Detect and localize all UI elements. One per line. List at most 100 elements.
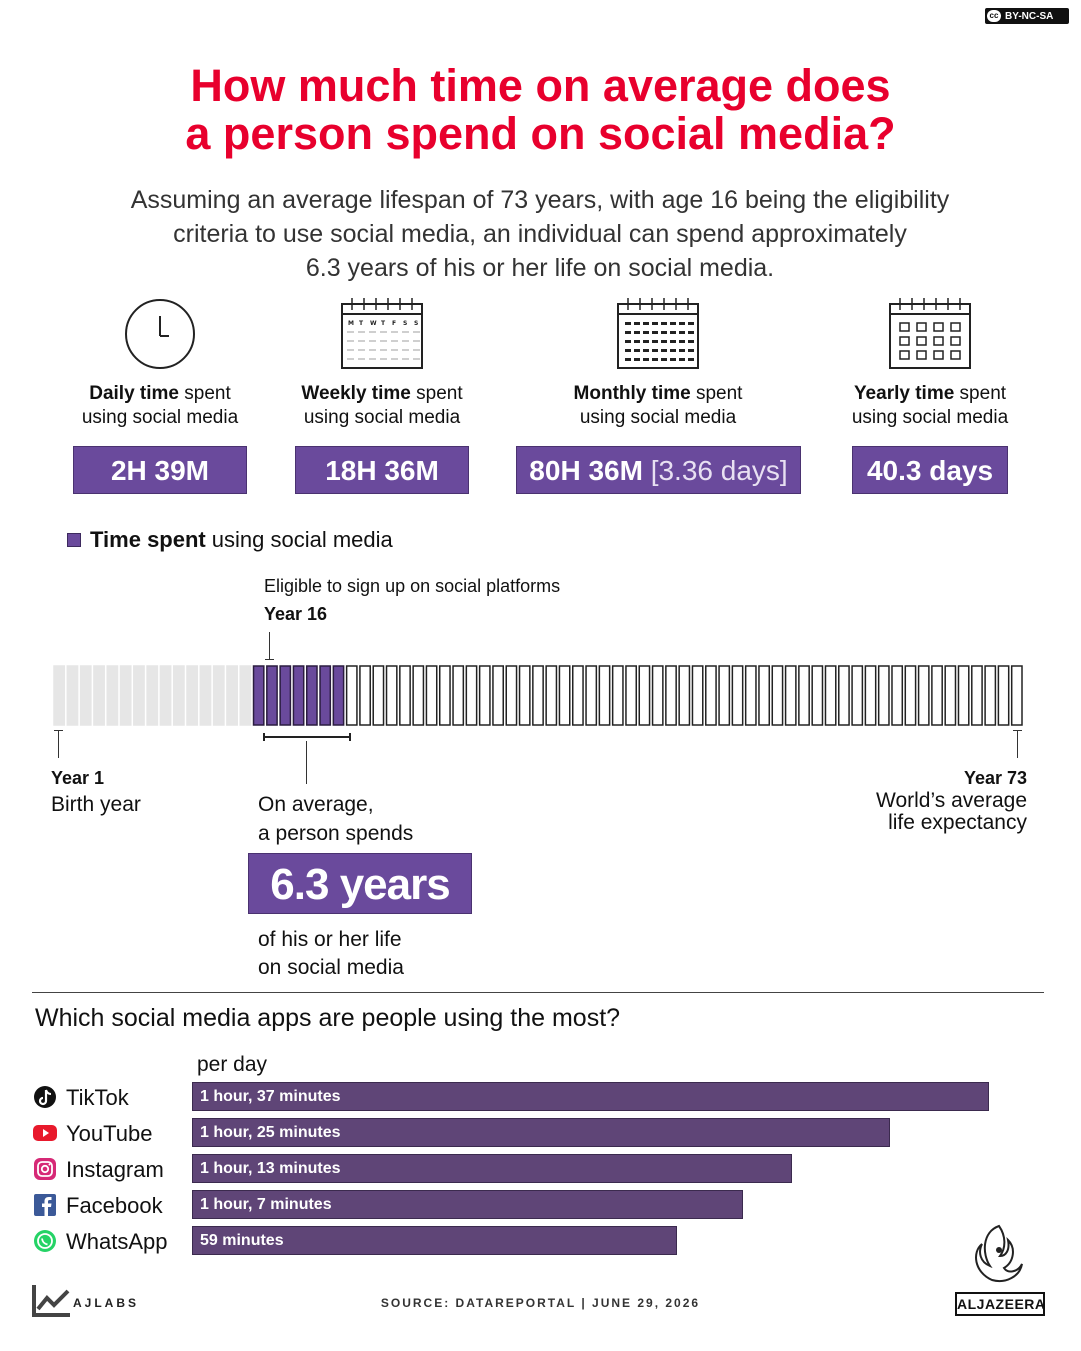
calendar-month-box — [933, 336, 944, 346]
stat-monthly-value: 80H 36M [3.36 days] — [516, 446, 801, 494]
year-block — [199, 665, 212, 726]
calendar-binding-rings — [351, 298, 413, 310]
calendar-binding-rings — [627, 298, 689, 310]
year-block — [505, 665, 518, 726]
calendar-day-mark — [347, 358, 354, 360]
year-block — [572, 665, 584, 726]
calendar-day-mark — [670, 322, 676, 325]
stat-yearly: Yearly time spent using social media — [840, 296, 1020, 430]
app-usage-bar — [192, 1190, 743, 1219]
subtitle-line-2: criteria to use social media, an individ… — [173, 220, 907, 248]
weekday-letter: T — [381, 320, 386, 327]
calendar-day-mark — [358, 358, 365, 360]
app-name: WhatsApp — [66, 1229, 168, 1254]
legend-text: using social media — [211, 527, 393, 552]
youtube-icon — [33, 1125, 57, 1141]
year-block — [292, 665, 305, 726]
stat-daily-value: 2H 39M — [73, 446, 247, 494]
calendar-day-mark — [688, 331, 694, 334]
subtitle-line-3: 6.3 years of his or her life on social m… — [305, 254, 775, 282]
calendar-binding-rings — [899, 298, 961, 310]
calendar-day-mark — [391, 358, 398, 360]
calendar-day-mark — [661, 340, 667, 343]
year-block — [79, 665, 92, 726]
calendar-day-mark — [358, 331, 365, 333]
calendar-day-mark — [688, 358, 694, 361]
stat-monthly: Monthly time spent using social media — [558, 296, 758, 430]
year-block — [904, 665, 917, 726]
year-block — [133, 665, 145, 726]
year-block — [399, 665, 411, 726]
stat-daily-label: Daily time spent using social media — [81, 383, 239, 428]
app-name: TikTok — [66, 1085, 129, 1110]
on-average-label: On average, a person spends — [258, 793, 414, 845]
calendar-month-box — [950, 322, 961, 332]
social-years-bracket — [263, 733, 351, 741]
year-block — [159, 665, 172, 726]
calendar-day-mark — [625, 322, 631, 325]
year-block — [931, 665, 943, 726]
year-block — [438, 665, 451, 726]
year-block — [465, 665, 478, 726]
ajlabs-logo-icon — [32, 1285, 70, 1317]
stat-monthly-label: Monthly time spent using social media — [573, 383, 743, 428]
app-usage-value: 1 hour, 37 minutes — [200, 1088, 341, 1105]
calendar-day-mark — [652, 340, 658, 343]
birth-year-label: Birth year — [51, 793, 141, 816]
year-block — [665, 665, 677, 726]
app-name: Facebook — [66, 1193, 163, 1218]
year-block — [705, 665, 717, 726]
stat-weekly-value: 18H 36M — [295, 446, 469, 494]
bracket-connector — [306, 741, 307, 784]
weekday-letter: S — [414, 320, 418, 327]
year-block — [917, 665, 930, 726]
calendar-month-box — [916, 336, 927, 346]
year73-tick — [1017, 730, 1018, 758]
year-block — [784, 665, 797, 726]
app-usage-value: 1 hour, 7 minutes — [200, 1196, 332, 1213]
calendar-month-box — [933, 350, 944, 360]
clock-icon — [125, 299, 195, 369]
year-block — [66, 665, 79, 726]
whatsapp-icon — [34, 1230, 56, 1252]
calendar-day-mark — [380, 349, 387, 351]
calendar-day-mark — [413, 340, 420, 342]
weekday-letter: T — [359, 320, 364, 327]
section-divider — [32, 992, 1044, 993]
calendar-day-mark — [634, 349, 640, 352]
year-block — [957, 665, 970, 726]
calendar-day-mark — [661, 358, 667, 361]
calendar-day-mark — [670, 340, 676, 343]
year-block — [771, 665, 784, 726]
subtitle: Assuming an average lifespan of 73 years… — [90, 183, 990, 285]
legend-swatch — [67, 533, 81, 547]
year-block — [172, 665, 185, 726]
calendar-day-mark — [413, 349, 420, 351]
calendar-day-mark — [652, 322, 658, 325]
license-badge: cc BY-NC-SA — [985, 8, 1069, 24]
year-block — [611, 665, 624, 726]
calendar-day-mark — [380, 358, 387, 360]
year-block — [811, 665, 824, 726]
calendar-day-mark — [679, 322, 685, 325]
year-block — [598, 665, 611, 726]
calendar-month-box — [899, 336, 910, 346]
calendar-day-mark — [625, 358, 631, 361]
year-block — [425, 665, 438, 726]
aljazeera-emblem-icon — [975, 1224, 1023, 1282]
year-block — [252, 665, 265, 726]
calendar-day-mark — [391, 349, 398, 351]
calendar-day-mark — [652, 331, 658, 334]
app-usage-value: 1 hour, 13 minutes — [200, 1160, 341, 1177]
year-block — [239, 665, 252, 726]
calendar-day-mark — [347, 349, 354, 351]
year-block — [585, 665, 598, 726]
calendar-day-mark — [652, 349, 658, 352]
calendar-day-mark — [688, 322, 694, 325]
year-block — [532, 665, 544, 726]
year-block — [412, 665, 425, 726]
stat-daily: Daily time spent using social media — [70, 296, 250, 430]
title-line-2: a person spend on social media? — [185, 108, 896, 159]
tiktok-icon — [34, 1086, 56, 1108]
